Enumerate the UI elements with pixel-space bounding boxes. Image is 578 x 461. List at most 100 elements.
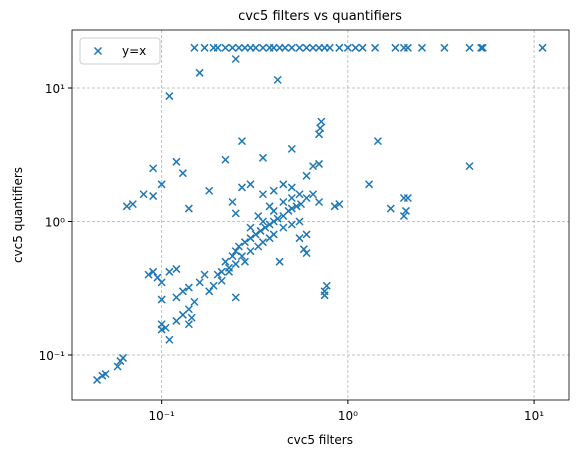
point — [149, 192, 158, 201]
point — [287, 204, 296, 213]
point — [279, 223, 288, 232]
point — [246, 247, 255, 256]
point — [157, 295, 166, 304]
point — [335, 43, 344, 52]
point — [217, 267, 226, 276]
point — [265, 234, 274, 243]
point — [246, 223, 255, 232]
point — [343, 43, 352, 52]
point — [184, 283, 193, 292]
point — [302, 249, 311, 258]
point — [295, 43, 304, 52]
point — [172, 293, 181, 302]
point — [240, 238, 249, 247]
point — [118, 353, 128, 362]
point — [228, 43, 237, 52]
point — [231, 247, 240, 256]
point — [330, 202, 339, 211]
point — [258, 153, 268, 162]
point — [279, 180, 288, 189]
point — [139, 190, 148, 199]
point — [265, 202, 274, 211]
point — [149, 164, 158, 173]
point — [157, 180, 166, 189]
point — [184, 305, 193, 314]
point — [128, 200, 137, 209]
point — [187, 313, 196, 322]
point — [287, 220, 296, 229]
point — [205, 186, 214, 195]
point — [302, 43, 311, 52]
point — [172, 265, 181, 274]
point — [273, 214, 282, 223]
point — [325, 43, 334, 52]
legend-marker — [93, 46, 103, 56]
point — [224, 267, 234, 276]
point — [358, 43, 367, 52]
point — [316, 124, 325, 133]
point — [256, 226, 265, 235]
point — [478, 43, 487, 52]
point — [403, 193, 412, 203]
point — [165, 92, 174, 101]
point — [213, 43, 222, 52]
x-axis-label: cvc5 filters — [287, 433, 353, 447]
point — [465, 162, 474, 171]
point — [302, 171, 311, 180]
point — [373, 137, 382, 146]
point — [149, 267, 158, 276]
point — [295, 190, 304, 199]
point — [314, 197, 324, 207]
point — [190, 43, 199, 52]
point — [295, 234, 304, 243]
point — [217, 276, 226, 285]
point — [287, 43, 296, 52]
point — [237, 183, 247, 192]
point — [254, 242, 263, 251]
point — [287, 193, 296, 203]
point — [287, 183, 296, 192]
point — [205, 287, 214, 296]
point — [246, 234, 255, 243]
point — [234, 242, 243, 251]
point — [335, 200, 344, 209]
point — [275, 257, 284, 266]
point — [477, 43, 486, 52]
point — [309, 190, 318, 199]
point — [190, 297, 199, 306]
point — [296, 200, 306, 209]
point — [221, 257, 230, 266]
point — [213, 270, 222, 279]
point — [221, 43, 230, 52]
y-tick-label: 10¹ — [45, 82, 65, 96]
point — [302, 230, 311, 239]
point — [228, 197, 237, 207]
x-tick-label: 10⁻¹ — [148, 409, 175, 423]
point — [231, 293, 240, 302]
point — [386, 204, 395, 213]
point — [234, 43, 243, 52]
point — [538, 43, 547, 52]
point — [172, 157, 181, 166]
point — [157, 278, 166, 287]
point — [391, 43, 400, 52]
point — [251, 230, 260, 239]
legend-box — [79, 37, 161, 65]
point — [261, 223, 270, 232]
point — [273, 75, 282, 84]
legend: y=x — [79, 37, 161, 65]
point — [320, 291, 329, 300]
point — [269, 43, 278, 52]
point — [292, 202, 301, 211]
point — [371, 43, 380, 52]
point — [184, 320, 193, 329]
y-tick-label: 10⁻¹ — [39, 349, 66, 363]
point — [240, 257, 249, 266]
point — [258, 190, 268, 199]
point — [221, 155, 230, 164]
point — [228, 252, 237, 261]
point — [178, 169, 187, 178]
point — [258, 43, 268, 52]
point — [231, 54, 240, 64]
